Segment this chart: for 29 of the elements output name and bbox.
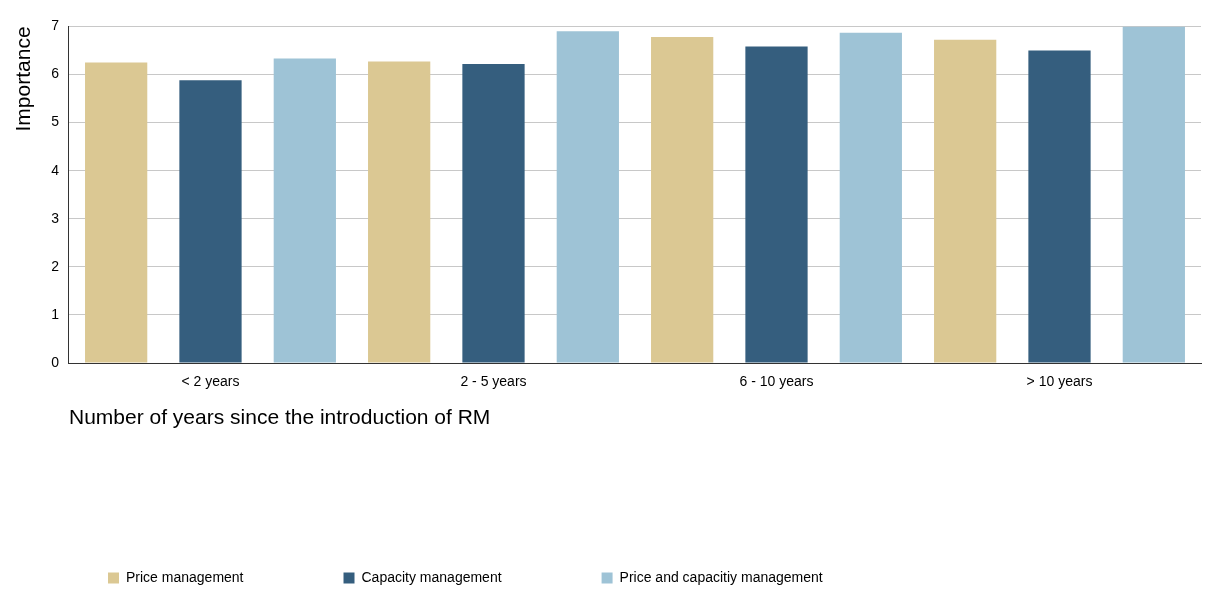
legend-label: Price and capacitiy management	[619, 568, 823, 585]
bar	[934, 39, 997, 363]
y-tick-label: 7	[51, 17, 60, 34]
y-tick-label: 4	[51, 161, 60, 178]
x-tick-label: > 10 years	[1026, 373, 1093, 390]
legend-label: Capacity management	[361, 568, 502, 585]
y-tick-label: 5	[51, 113, 60, 130]
x-tick-label: 2 - 5 years	[460, 373, 527, 390]
bar	[1122, 26, 1185, 363]
bar	[462, 63, 525, 363]
y-axis-title: Importance	[11, 26, 35, 132]
bar	[273, 58, 336, 363]
bar	[179, 80, 242, 363]
y-tick-label: 1	[51, 305, 60, 322]
legend-label: Price management	[126, 568, 244, 585]
x-tick-label: 6 - 10 years	[739, 373, 814, 390]
x-axis-title: Number of years since the introduction of RM	[68, 405, 491, 429]
y-tick-label: 0	[51, 353, 60, 370]
bar	[745, 46, 808, 363]
bar	[556, 31, 619, 363]
y-tick-label: 2	[51, 257, 60, 274]
bar	[85, 62, 148, 363]
bar	[368, 61, 431, 363]
bar	[839, 32, 902, 363]
bar	[1028, 50, 1091, 363]
bar	[651, 36, 714, 363]
y-tick-label: 3	[51, 209, 60, 226]
x-tick-label: < 2 years	[181, 373, 240, 390]
y-tick-label: 6	[51, 65, 60, 82]
